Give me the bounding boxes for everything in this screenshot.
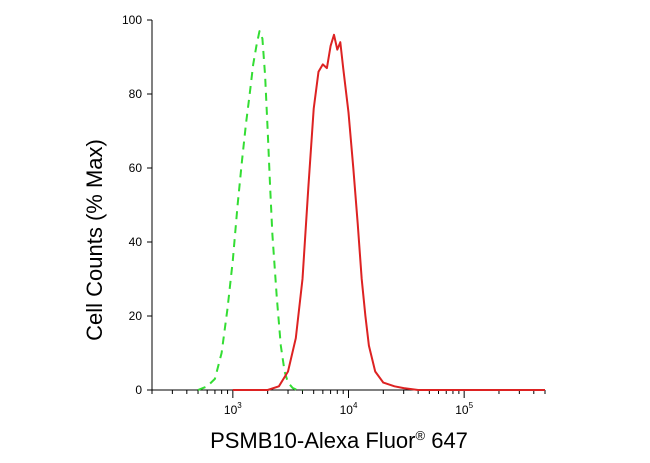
- x-tick-base: 10: [340, 403, 354, 417]
- x-tick-label: 105: [455, 401, 473, 417]
- x-tick-base: 10: [455, 403, 469, 417]
- x-tick-exponent: 4: [353, 401, 358, 410]
- x-tick-exponent: 5: [469, 401, 474, 410]
- x-tick-label: 104: [340, 401, 358, 417]
- y-tick-label: 60: [129, 161, 143, 175]
- y-tick-label: 80: [129, 87, 143, 101]
- y-tick-label: 0: [135, 383, 142, 397]
- x-tick-exponent: 3: [237, 401, 242, 410]
- sample-histogram-line: [232, 33, 545, 391]
- y-tick-label: 40: [129, 235, 143, 249]
- series-layer: [197, 30, 545, 391]
- x-axis-ticks: 103 104 105: [151, 390, 546, 417]
- x-tick-label: 103: [224, 401, 242, 417]
- x-axis-title-main: PSMB10-Alexa Fluor: [210, 428, 415, 453]
- x-axis-title: PSMB10-Alexa Fluor® 647: [210, 428, 468, 453]
- registered-mark: ®: [416, 428, 426, 443]
- x-axis-title-tail: 647: [425, 428, 468, 453]
- y-axis-title: Cell Counts (% Max): [82, 139, 107, 341]
- y-axis-ticks: 0 20 40 60 80 100: [122, 13, 152, 397]
- y-tick-label: 20: [129, 309, 143, 323]
- y-tick-label: 100: [122, 13, 142, 27]
- control-histogram-line: [197, 30, 303, 391]
- x-tick-base: 10: [224, 403, 238, 417]
